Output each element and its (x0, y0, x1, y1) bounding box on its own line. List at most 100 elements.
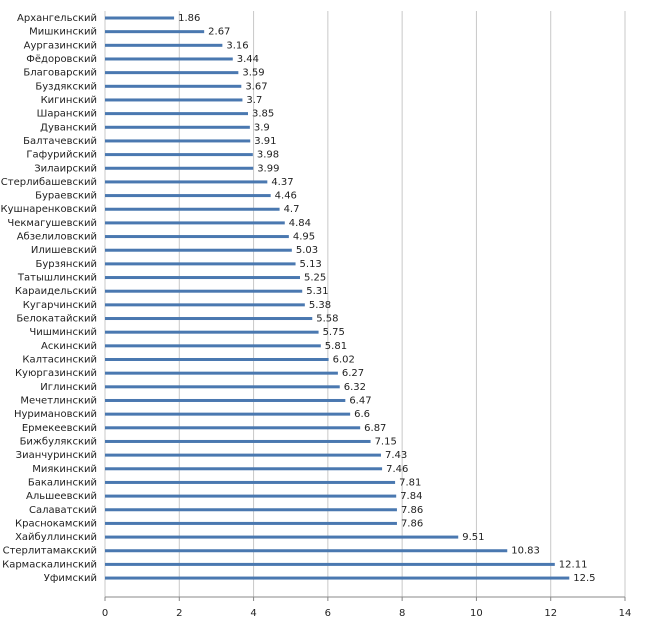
value-label: 3.44 (237, 54, 259, 65)
y-tick-label: Аскинский (41, 341, 97, 352)
value-label: 5.13 (300, 259, 322, 270)
y-tick-label: Бижбулякский (20, 436, 97, 447)
bar (105, 125, 250, 129)
bar (105, 30, 205, 34)
value-label: 5.25 (304, 273, 326, 284)
x-tick-label: 0 (102, 608, 108, 619)
y-tick-label: Ермекеевский (22, 423, 97, 434)
value-label: 3.85 (252, 109, 274, 120)
value-label: 7.86 (401, 518, 423, 529)
bar (105, 398, 346, 402)
bar (105, 439, 371, 443)
value-label: 4.95 (293, 232, 315, 243)
value-label: 7.86 (401, 505, 423, 516)
bar (105, 153, 253, 157)
x-tick-label: 6 (325, 608, 331, 619)
y-tick-label: Нуримановский (14, 409, 97, 420)
y-tick-label: Аургазинский (24, 40, 97, 51)
bar (105, 180, 268, 184)
y-tick-label: Белокатайский (16, 314, 97, 325)
bar (105, 262, 296, 266)
value-label: 3.59 (242, 68, 264, 79)
bar (105, 57, 233, 61)
y-tick-label: Салаватский (29, 505, 97, 516)
bar (105, 358, 329, 361)
y-tick-label: Гафурийский (26, 150, 97, 161)
value-label: 2.67 (208, 27, 230, 38)
y-tick-label: Краснокамский (15, 518, 97, 529)
value-label: 6.02 (333, 355, 355, 366)
value-label: 6.32 (344, 382, 366, 393)
value-label: 5.38 (309, 300, 331, 311)
value-label: 3.67 (245, 81, 267, 92)
y-tick-label: Чекмагушевский (7, 218, 97, 229)
value-label: 7.15 (375, 436, 397, 447)
value-label: 7.46 (386, 464, 408, 475)
value-label: 3.16 (226, 40, 248, 51)
bar (105, 303, 305, 307)
bar (105, 98, 243, 102)
value-label: 5.31 (306, 286, 328, 297)
bar (105, 549, 508, 553)
x-tick-label: 12 (544, 608, 557, 619)
value-label: 9.51 (462, 532, 484, 543)
bar (105, 480, 396, 484)
x-tick-label: 8 (399, 608, 405, 619)
y-tick-label: Миякинский (32, 464, 97, 475)
y-tick-label: Кармаскалинский (2, 559, 97, 570)
x-tick-label: 14 (619, 608, 632, 619)
y-tick-label: Илишевский (31, 245, 97, 256)
y-tick-label: Зилаирский (34, 163, 97, 174)
x-tick-label: 2 (176, 608, 182, 619)
y-tick-label: Калтасинский (22, 355, 97, 366)
y-tick-label: Караидельский (15, 286, 97, 297)
value-label: 5.03 (296, 245, 318, 256)
y-tick-label: Архангельский (17, 13, 97, 24)
value-label: 5.75 (323, 327, 345, 338)
y-tick-label: Абзелиловский (17, 232, 97, 243)
value-label: 4.37 (271, 177, 293, 188)
bar (105, 453, 381, 457)
x-tick-label: 10 (470, 608, 483, 619)
value-label: 6.47 (349, 395, 371, 406)
bar (105, 84, 242, 88)
bar (105, 221, 285, 225)
bar (105, 576, 570, 580)
bar (105, 562, 555, 566)
bar (105, 207, 280, 211)
y-tick-label: Балтачевский (23, 136, 97, 147)
value-label: 7.43 (385, 450, 407, 461)
y-tick-label: Зианчуринский (16, 450, 97, 461)
y-tick-label: Фёдоровский (26, 54, 97, 65)
y-tick-label: Благоварский (23, 68, 97, 79)
value-label: 12.5 (573, 573, 595, 584)
y-tick-label: Стерлибашевский (1, 177, 97, 188)
x-tick-label: 4 (250, 608, 256, 619)
y-tick-label: Иглинский (40, 382, 97, 393)
value-label: 4.84 (289, 218, 311, 229)
y-tick-label: Бураевский (35, 191, 97, 202)
y-tick-label: Мишкинский (29, 27, 97, 38)
value-label: 5.81 (325, 341, 347, 352)
y-tick-label: Шаранский (37, 109, 97, 120)
bar (105, 412, 351, 416)
bar (105, 535, 459, 539)
y-tick-label: Дуванский (40, 122, 97, 133)
bar (105, 371, 338, 375)
y-tick-label: Бурзянский (35, 259, 97, 270)
bar (105, 289, 303, 293)
y-tick-label: Хайбуллинский (15, 532, 97, 543)
value-label: 3.7 (246, 95, 262, 106)
value-label: 10.83 (511, 546, 540, 557)
bar (105, 494, 397, 498)
bar (105, 508, 397, 512)
value-label: 3.91 (254, 136, 276, 147)
value-label: 6.6 (354, 409, 370, 420)
value-label: 6.27 (342, 368, 364, 379)
bar (105, 330, 319, 334)
y-tick-label: Кугарчинский (23, 300, 97, 311)
bar (105, 71, 239, 75)
y-tick-label: Мечетлинский (20, 395, 97, 406)
bar (105, 385, 340, 389)
